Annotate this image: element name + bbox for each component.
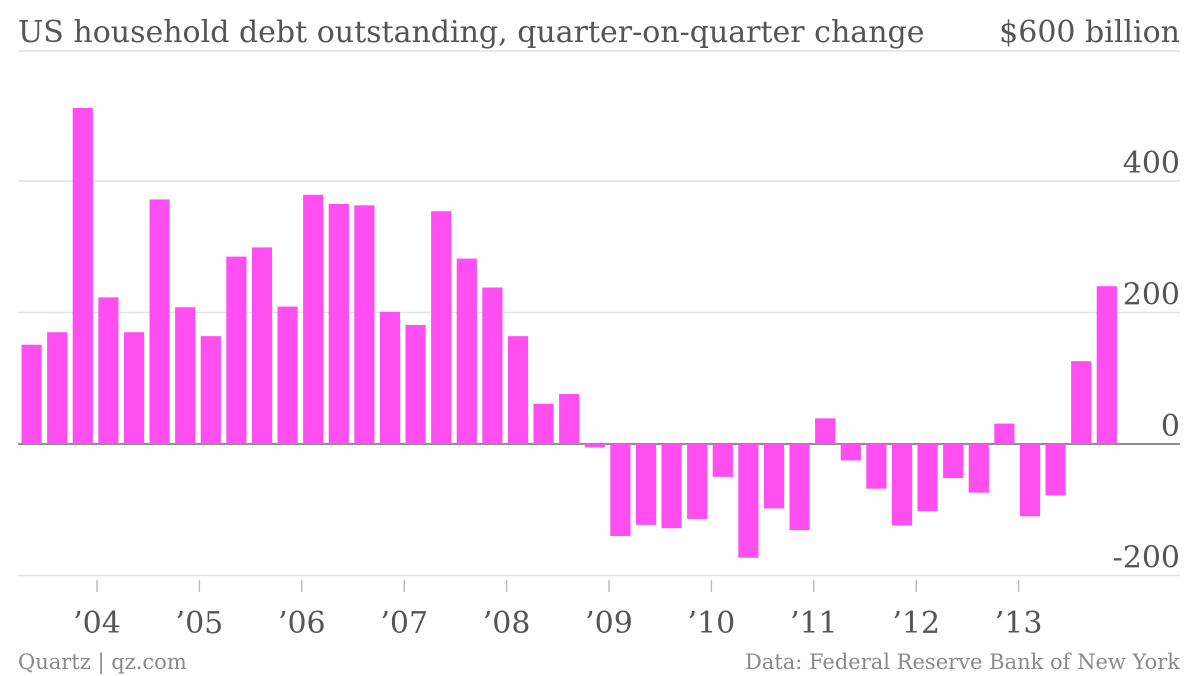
x-tick-label: ’04 [73,606,121,641]
y-tick-label: 400 [1123,146,1180,181]
x-tick-label: ’07 [380,606,428,641]
y-axis-labels: $600 billion 400 200 0 -200 [999,15,1180,576]
bar [456,258,477,444]
bar [72,108,93,444]
credit-text: Quartz | qz.com [18,650,187,675]
bar [47,332,68,444]
bar [815,418,836,444]
x-tick-label: ’10 [688,606,736,641]
bar [789,444,810,531]
x-tick-label: ’12 [892,606,940,641]
bar [712,444,733,477]
bar [559,394,580,444]
bar [968,444,989,493]
bar [635,444,657,525]
x-tick-label: ’06 [278,606,326,641]
x-tick-label: ’11 [790,606,838,641]
x-tick-label: ’13 [995,606,1043,641]
bar [251,247,273,444]
bar [738,444,759,558]
bar [405,324,426,444]
bar [687,444,708,519]
bar [891,444,913,526]
chart-title: US household debt outstanding, quarter-o… [18,15,924,50]
bar [482,287,503,444]
bar [533,403,554,444]
bar [98,297,119,444]
bar [584,444,605,448]
bar [200,336,221,444]
x-axis-labels: ’04 ’05 ’06 ’07 ’08 ’09 ’10 ’11 ’12 ’13 [73,580,1042,641]
bar [661,444,682,529]
x-tick-label: ’05 [176,606,224,641]
x-tick-label: ’08 [483,606,531,641]
x-tick-label: ’09 [585,606,633,641]
bar [277,306,298,444]
bar [1096,286,1117,444]
bar [610,444,631,537]
bar [507,336,529,444]
bar [175,307,196,444]
bar [994,423,1015,444]
bar [379,311,401,444]
source-text: Data: Federal Reserve Bank of New York [745,650,1180,674]
bar [328,204,349,444]
bar [1071,361,1092,444]
bar [123,332,145,444]
bar [763,444,785,509]
bar [917,444,938,512]
bar [303,194,324,444]
y-tick-label: $600 billion [999,15,1180,50]
bar [149,199,170,444]
bar [840,444,861,461]
bars [21,108,1117,558]
bar [1045,444,1066,496]
bar [1019,444,1041,517]
bar [943,444,964,479]
bar [431,211,452,444]
bar [226,256,247,444]
y-tick-label: 0 [1161,409,1180,444]
bar [866,444,887,489]
bar [21,344,42,444]
bar [354,205,375,444]
y-tick-label: 200 [1123,278,1180,313]
y-tick-label: -200 [1113,541,1180,576]
